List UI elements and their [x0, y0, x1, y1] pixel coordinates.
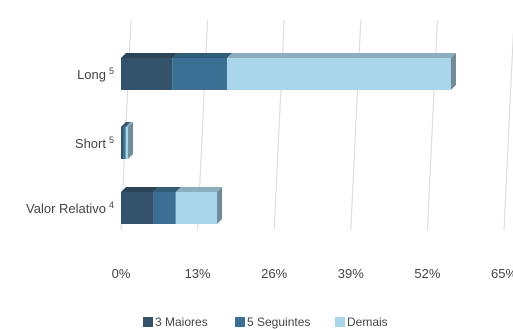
bar-side-face — [450, 53, 456, 90]
x-tick-label: 52% — [414, 266, 440, 281]
x-tick-labels: 0% 13% 26% 39% 52% 65% — [112, 266, 513, 281]
bar-3-maiores — [121, 122, 129, 159]
bar-front-face — [123, 127, 126, 159]
bar-front-face — [175, 192, 218, 224]
bar-top-face — [123, 122, 131, 127]
legend-label: 5 Seguintes — [247, 315, 310, 329]
legend-item: Demais — [335, 315, 388, 329]
x-tick-label: 65% — [491, 266, 513, 281]
x-tick-label: 13% — [185, 266, 211, 281]
legend-label: Demais — [347, 315, 388, 329]
bar-top-face — [153, 187, 181, 192]
legend: 3 Maiores 5 Seguintes Demais — [143, 315, 388, 329]
gridline — [273, 19, 285, 231]
x-tick-label: 26% — [261, 266, 287, 281]
legend-swatch — [335, 317, 345, 327]
category-label: Long 5 — [77, 66, 114, 82]
bar-demais — [227, 53, 456, 90]
bar-front-face — [121, 192, 154, 224]
bar-top-face — [172, 53, 233, 58]
bars — [121, 53, 456, 224]
bar-front-face — [121, 58, 173, 90]
bar-top-face — [125, 122, 134, 127]
bar-5-seguintes — [153, 187, 181, 224]
bar-top-face — [121, 53, 178, 58]
category-label: Short 5 — [75, 135, 114, 151]
legend-item: 3 Maiores — [143, 315, 208, 329]
bar-top-face — [227, 53, 456, 58]
legend-swatch — [143, 317, 153, 327]
legend-swatch — [235, 317, 245, 327]
bar-5-seguintes — [123, 122, 131, 159]
bar-3-maiores — [121, 53, 178, 90]
bar-side-face — [217, 187, 223, 224]
bar-side-face — [128, 122, 134, 159]
bar-top-face — [175, 187, 223, 192]
bar-3-maiores — [121, 187, 159, 224]
bar-front-face — [121, 127, 124, 159]
x-tick-label: 39% — [338, 266, 364, 281]
bar-front-face — [153, 192, 176, 224]
bar-front-face — [227, 58, 451, 90]
gridline — [350, 19, 362, 231]
gridline — [503, 30, 513, 231]
x-tick-label: 0% — [112, 266, 131, 281]
bar-top-face — [121, 187, 159, 192]
category-labels: Long 5 Short 5 Valor Relativo 4 — [26, 66, 114, 216]
bar-5-seguintes — [172, 53, 233, 90]
bar-demais — [175, 187, 223, 224]
legend-item: 5 Seguintes — [235, 315, 310, 329]
bar-demais — [125, 122, 134, 159]
gridline — [426, 19, 438, 231]
bar-front-face — [125, 127, 129, 159]
legend-label: 3 Maiores — [155, 315, 208, 329]
bar-front-face — [172, 58, 228, 90]
category-label: Valor Relativo 4 — [26, 200, 114, 216]
bar-top-face — [121, 122, 129, 127]
